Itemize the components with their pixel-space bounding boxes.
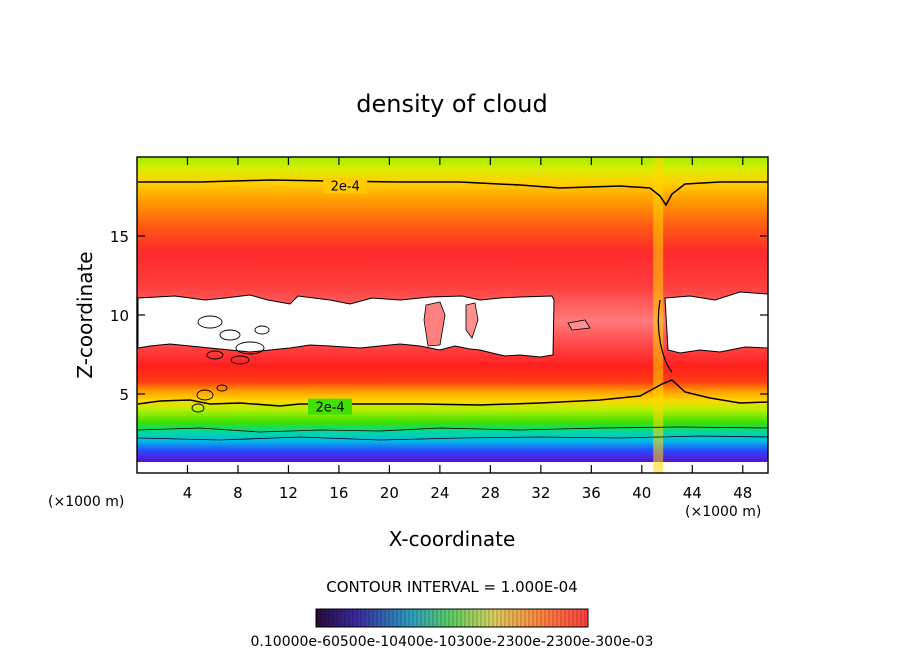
- contour-lower: [137, 379, 769, 407]
- cloud-patch: [423, 301, 446, 347]
- x-tick-label: 12: [279, 484, 298, 502]
- contour-label-bg: [308, 398, 353, 415]
- turbulent-contours: [191, 315, 270, 413]
- x-tick-label: 4: [183, 484, 193, 502]
- y-axis-label: Z-coordinate: [73, 251, 97, 378]
- contour-label-bg: [323, 177, 368, 194]
- contour-thin: [137, 435, 769, 441]
- x-tick-label: 36: [582, 484, 601, 502]
- x-tick-label: 24: [430, 484, 449, 502]
- plume-boundary: [657, 299, 673, 373]
- y-tick-label: 15: [110, 228, 129, 246]
- clear-region-right: [664, 291, 769, 354]
- x-tick-label: 40: [632, 484, 651, 502]
- contour-label: 2e-4: [331, 179, 360, 194]
- x-tick-label: 32: [531, 484, 550, 502]
- contour-upper: [138, 179, 768, 207]
- x-tick-label: 16: [329, 484, 348, 502]
- x-axis-unit: (×1000 m): [685, 504, 761, 520]
- cloud-patch: [465, 302, 479, 339]
- colorbar-stripes: [316, 609, 588, 627]
- clear-region-left: [137, 294, 555, 358]
- x-tick-label: 48: [733, 484, 752, 502]
- y-tick-label: 10: [110, 307, 129, 325]
- x-tick-label: 8: [233, 484, 243, 502]
- contour-thin: [137, 426, 769, 433]
- colorbar-labels: 0.10000e-60500e-10400e-10300e-2300e-2300…: [251, 634, 654, 650]
- chart-title: density of cloud: [356, 90, 547, 118]
- x-tick-label: 44: [683, 484, 702, 502]
- x-axis-label: X-coordinate: [389, 527, 516, 551]
- y-tick-label: 5: [119, 386, 129, 404]
- contour-label: 2e-4: [315, 401, 344, 416]
- x-tick-label: 28: [481, 484, 500, 502]
- z-axis-unit: (×1000 m): [48, 494, 124, 510]
- cloud-patch: [567, 319, 591, 331]
- contour-interval-label: CONTOUR INTERVAL = 1.000E-04: [326, 578, 577, 596]
- x-tick-label: 20: [380, 484, 399, 502]
